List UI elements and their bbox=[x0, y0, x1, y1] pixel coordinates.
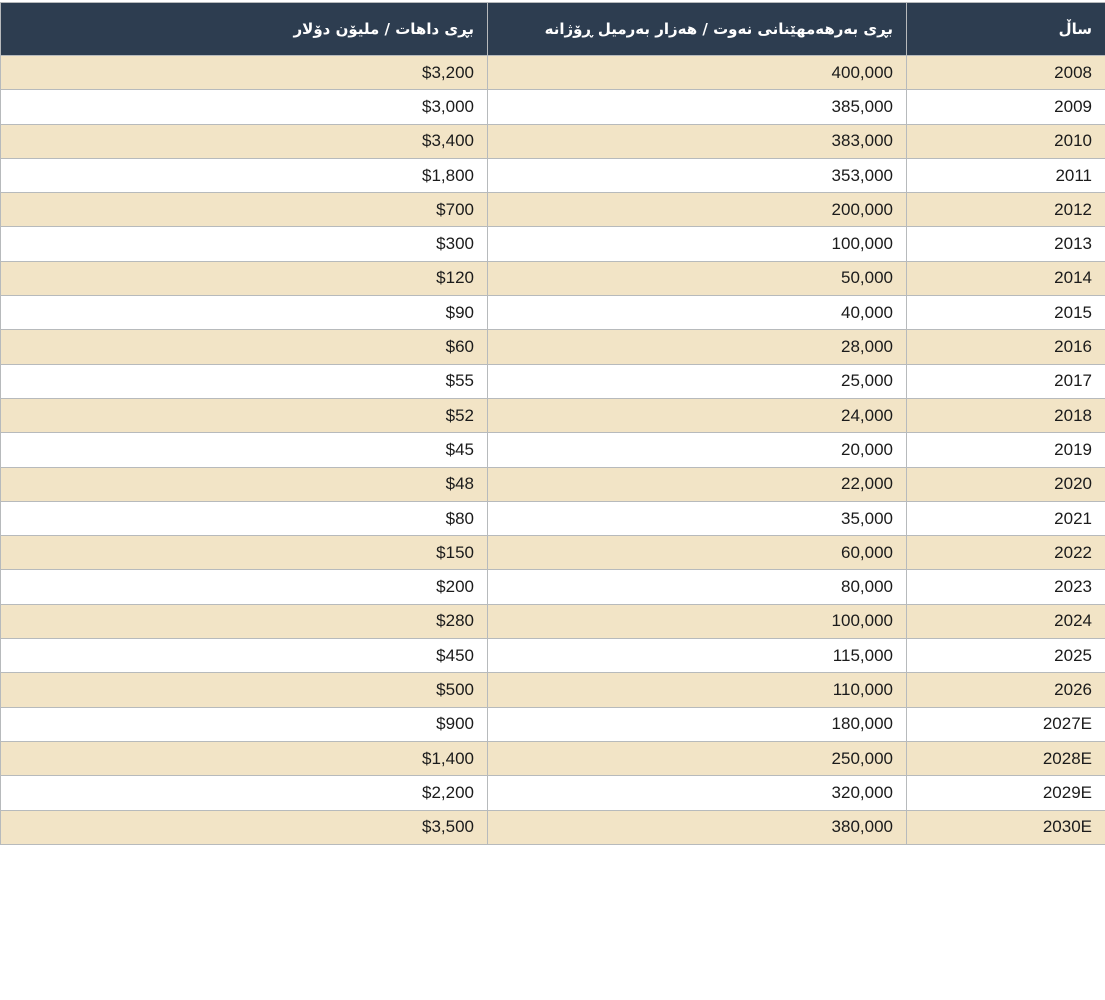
production-cell: 20,000 bbox=[487, 432, 907, 468]
table-row: 2021 35,000 $80 bbox=[0, 500, 1105, 537]
revenue-cell: $280 bbox=[0, 603, 488, 640]
year-cell: 2023 bbox=[906, 569, 1105, 605]
table-row: 2018 24,000 $52 bbox=[0, 397, 1105, 434]
table-row: 2009 385,000 $3,000 bbox=[0, 89, 1105, 125]
year-cell: 2018 bbox=[906, 397, 1105, 434]
production-cell: 320,000 bbox=[487, 775, 907, 811]
revenue-cell: $3,200 bbox=[0, 54, 488, 91]
production-cell: 380,000 bbox=[487, 809, 907, 845]
revenue-cell: $300 bbox=[0, 226, 488, 262]
year-cell: 2020 bbox=[906, 466, 1105, 502]
production-cell: 22,000 bbox=[487, 466, 907, 502]
production-cell: 400,000 bbox=[487, 54, 907, 91]
revenue-cell: $3,500 bbox=[0, 809, 488, 845]
table-row: 2016 28,000 $60 bbox=[0, 329, 1105, 365]
table-row: 2027E 180,000 $900 bbox=[0, 706, 1105, 742]
production-cell: 385,000 bbox=[487, 89, 907, 125]
year-cell: 2011 bbox=[906, 157, 1105, 194]
production-cell: 200,000 bbox=[487, 192, 907, 228]
year-cell: 2030E bbox=[906, 809, 1105, 845]
table-row: 2010 383,000 $3,400 bbox=[0, 123, 1105, 159]
revenue-cell: $48 bbox=[0, 466, 488, 502]
oil-production-revenue-table: ساڵ بڕی بەرهەمهێنانی نەوت / هەزار بەرمیل… bbox=[0, 2, 1105, 845]
production-cell: 180,000 bbox=[487, 706, 907, 742]
production-cell: 110,000 bbox=[487, 672, 907, 708]
revenue-cell: $52 bbox=[0, 397, 488, 434]
table-body: 2008 400,000 $3,200 2009 385,000 $3,000 2010 38… bbox=[0, 54, 1105, 845]
production-cell: 50,000 bbox=[487, 260, 907, 297]
production-cell: 250,000 bbox=[487, 740, 907, 777]
year-cell: 2022 bbox=[906, 535, 1105, 571]
year-cell: 2021 bbox=[906, 500, 1105, 537]
revenue-cell: $500 bbox=[0, 672, 488, 708]
year-cell: 2025 bbox=[906, 638, 1105, 674]
revenue-cell: $45 bbox=[0, 432, 488, 468]
revenue-cell: $450 bbox=[0, 638, 488, 674]
year-cell: 2026 bbox=[906, 672, 1105, 708]
revenue-cell: $1,400 bbox=[0, 740, 488, 777]
year-cell: 2012 bbox=[906, 192, 1105, 228]
table-row: 2024 100,000 $280 bbox=[0, 603, 1105, 640]
revenue-cell: $3,000 bbox=[0, 89, 488, 125]
revenue-cell: $2,200 bbox=[0, 775, 488, 811]
revenue-cell: $60 bbox=[0, 329, 488, 365]
revenue-cell: $3,400 bbox=[0, 123, 488, 159]
table-row: 2029E 320,000 $2,200 bbox=[0, 775, 1105, 811]
table-row: 2019 20,000 $45 bbox=[0, 432, 1105, 468]
production-cell: 40,000 bbox=[487, 295, 907, 331]
table-container: ساڵ بڕی بەرهەمهێنانی نەوت / هەزار بەرمیل… bbox=[0, 2, 1105, 845]
year-cell: 2027E bbox=[906, 706, 1105, 742]
table-row: 2014 50,000 $120 bbox=[0, 260, 1105, 297]
table-row: 2012 200,000 $700 bbox=[0, 192, 1105, 228]
revenue-cell: $200 bbox=[0, 569, 488, 605]
table-row: 2017 25,000 $55 bbox=[0, 363, 1105, 399]
revenue-cell: $900 bbox=[0, 706, 488, 742]
table-row: 2011 353,000 $1,800 bbox=[0, 157, 1105, 194]
production-cell: 25,000 bbox=[487, 363, 907, 399]
year-cell: 2019 bbox=[906, 432, 1105, 468]
production-cell: 383,000 bbox=[487, 123, 907, 159]
year-cell: 2010 bbox=[906, 123, 1105, 159]
table-row: 2030E 380,000 $3,500 bbox=[0, 809, 1105, 845]
revenue-cell: $700 bbox=[0, 192, 488, 228]
revenue-cell: $120 bbox=[0, 260, 488, 297]
production-cell: 115,000 bbox=[487, 638, 907, 674]
year-cell: 2015 bbox=[906, 295, 1105, 331]
table-row: 2028E 250,000 $1,400 bbox=[0, 740, 1105, 777]
table-row: 2008 400,000 $3,200 bbox=[0, 54, 1105, 91]
table-row: 2020 22,000 $48 bbox=[0, 466, 1105, 502]
production-cell: 24,000 bbox=[487, 397, 907, 434]
table-row: 2022 60,000 $150 bbox=[0, 535, 1105, 571]
year-cell: 2016 bbox=[906, 329, 1105, 365]
year-cell: 2028E bbox=[906, 740, 1105, 777]
column-header-revenue: بڕی داهات / ملیۆن دۆلار bbox=[0, 2, 488, 56]
revenue-cell: $55 bbox=[0, 363, 488, 399]
column-header-oil-production: بڕی بەرهەمهێنانی نەوت / هەزار بەرمیل ڕۆژ… bbox=[487, 2, 907, 56]
table-row: 2025 115,000 $450 bbox=[0, 638, 1105, 674]
table-row: 2013 100,000 $300 bbox=[0, 226, 1105, 262]
year-cell: 2008 bbox=[906, 54, 1105, 91]
year-cell: 2024 bbox=[906, 603, 1105, 640]
production-cell: 35,000 bbox=[487, 500, 907, 537]
table-row: 2023 80,000 $200 bbox=[0, 569, 1105, 605]
revenue-cell: $80 bbox=[0, 500, 488, 537]
year-cell: 2013 bbox=[906, 226, 1105, 262]
production-cell: 100,000 bbox=[487, 226, 907, 262]
header-row: ساڵ بڕی بەرهەمهێنانی نەوت / هەزار بەرمیل… bbox=[0, 2, 1105, 56]
production-cell: 353,000 bbox=[487, 157, 907, 194]
production-cell: 100,000 bbox=[487, 603, 907, 640]
production-cell: 28,000 bbox=[487, 329, 907, 365]
column-header-year: ساڵ bbox=[906, 2, 1105, 56]
revenue-cell: $1,800 bbox=[0, 157, 488, 194]
year-cell: 2017 bbox=[906, 363, 1105, 399]
production-cell: 80,000 bbox=[487, 569, 907, 605]
year-cell: 2014 bbox=[906, 260, 1105, 297]
table-row: 2015 40,000 $90 bbox=[0, 295, 1105, 331]
revenue-cell: $150 bbox=[0, 535, 488, 571]
table-row: 2026 110,000 $500 bbox=[0, 672, 1105, 708]
production-cell: 60,000 bbox=[487, 535, 907, 571]
year-cell: 2029E bbox=[906, 775, 1105, 811]
revenue-cell: $90 bbox=[0, 295, 488, 331]
year-cell: 2009 bbox=[906, 89, 1105, 125]
